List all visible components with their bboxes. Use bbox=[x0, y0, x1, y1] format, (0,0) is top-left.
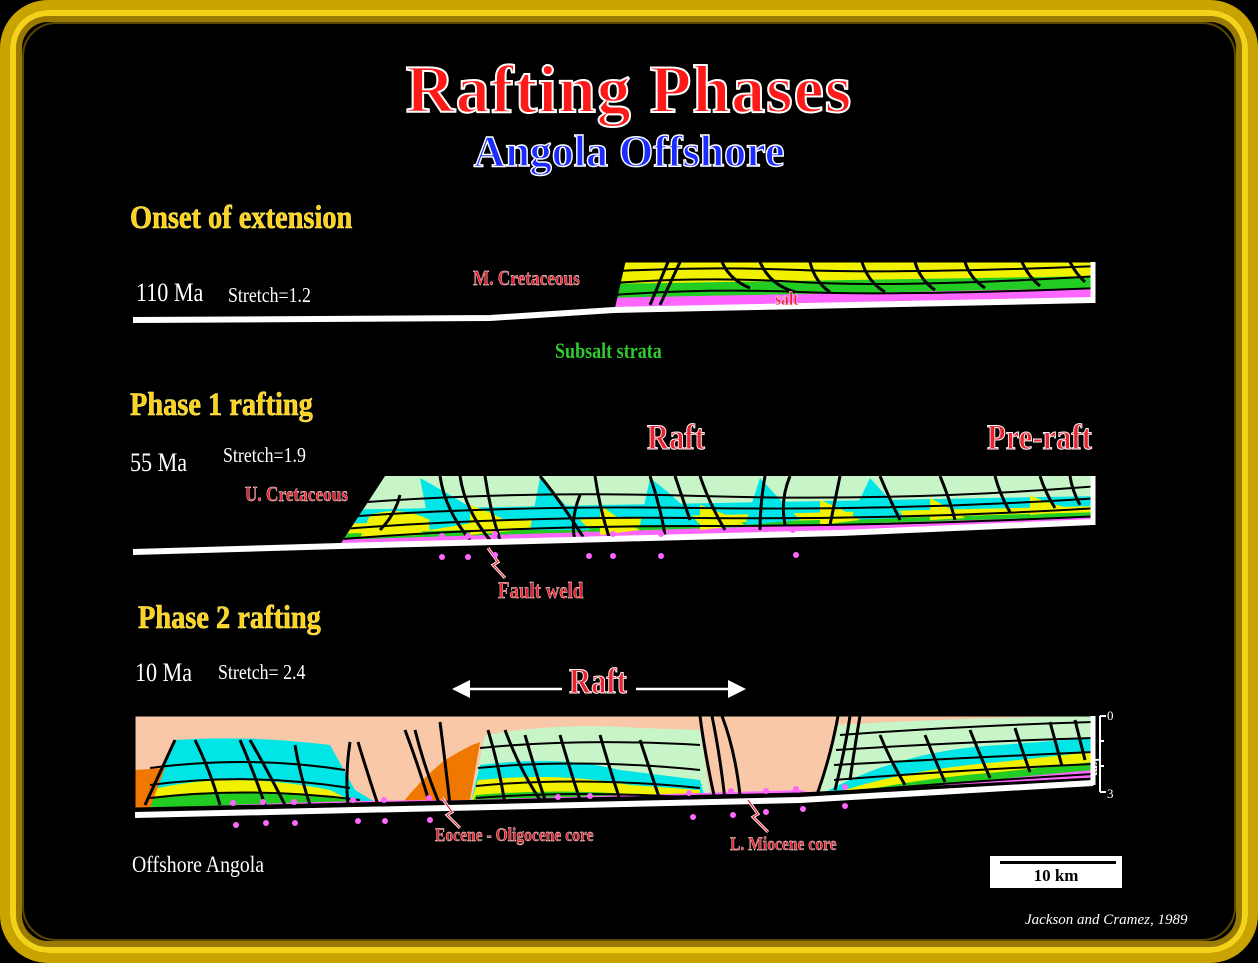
weld-dots bbox=[230, 784, 848, 828]
scale-bar-label: 10 km bbox=[1033, 866, 1079, 885]
label-raft-phase1: Raft bbox=[647, 417, 706, 458]
section-onset bbox=[132, 261, 1096, 323]
stretch-phase1: Stretch=1.9 bbox=[223, 443, 306, 467]
depth-unit-label: km bbox=[1088, 758, 1103, 777]
label-fault-weld: Fault weld bbox=[498, 578, 584, 603]
depth-label-bottom: 3 bbox=[1107, 786, 1114, 801]
raft-extent-arrow bbox=[452, 680, 746, 698]
age-phase2: 10 Ma bbox=[135, 658, 193, 687]
scale-bar bbox=[1000, 861, 1116, 864]
label-salt: salt bbox=[775, 289, 799, 310]
age-onset: 110 Ma bbox=[136, 278, 204, 307]
heading-onset: Onset of extension bbox=[130, 200, 353, 237]
label-raft-phase2: Raft bbox=[569, 661, 628, 702]
slide-subtitle: Angola Offshore bbox=[473, 126, 785, 176]
section-phase2 bbox=[134, 680, 1106, 834]
heading-phase1: Phase 1 rafting bbox=[130, 387, 313, 424]
age-phase1: 55 Ma bbox=[130, 448, 188, 477]
label-m-cretaceous: M. Cretaceous bbox=[473, 266, 580, 290]
slide-title: Rafting Phases bbox=[405, 50, 853, 128]
stretch-onset: Stretch=1.2 bbox=[228, 283, 311, 307]
credit-label: Jackson and Cramez, 1989 bbox=[1025, 912, 1188, 928]
label-subsalt-strata: Subsalt strata bbox=[555, 338, 662, 363]
depth-label-top: 0 bbox=[1107, 708, 1114, 723]
label-l-miocene-core: L. Miocene core bbox=[730, 834, 837, 855]
weld-dots bbox=[439, 527, 799, 560]
label-eocene-oligocene-core: Eocene - Oligocene core bbox=[435, 825, 594, 846]
heading-phase2: Phase 2 rafting bbox=[138, 600, 321, 637]
location-label: Offshore Angola bbox=[132, 852, 265, 877]
label-u-cretaceous: U. Cretaceous bbox=[245, 482, 348, 506]
label-pre-raft: Pre-raft bbox=[987, 417, 1093, 458]
stretch-phase2: Stretch= 2.4 bbox=[218, 660, 306, 684]
